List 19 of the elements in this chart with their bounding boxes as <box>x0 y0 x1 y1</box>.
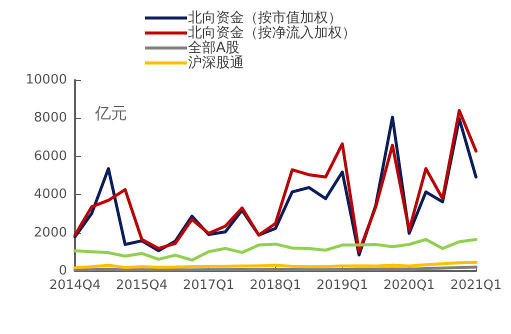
y-tick-label: 6000 <box>34 148 67 164</box>
x-tick-label: 2018Q1 <box>250 278 302 293</box>
y-tick-label: 0 <box>58 264 67 278</box>
legend-label: 沪深股通 <box>188 55 244 71</box>
x-tick-label: 2019Q1 <box>316 278 368 293</box>
x-tick-label: 2015Q4 <box>116 278 168 293</box>
y-tick-label: 8000 <box>34 110 67 126</box>
x-tick-label: 2020Q1 <box>383 278 435 293</box>
y-axis-title: 亿元 <box>94 104 127 122</box>
legend-label: 北向资金（按市值加权） <box>188 10 342 26</box>
y-tick-label: 10000 <box>26 72 67 88</box>
legend-label: 全部A股 <box>188 40 240 56</box>
x-tick-label: 2021Q1 <box>450 278 502 293</box>
y-tick-label: 4000 <box>34 187 67 202</box>
legend-label: 北向资金（按净流入加权） <box>188 25 356 41</box>
line-series <box>74 238 478 262</box>
y-tick-label: 2000 <box>34 225 67 240</box>
x-tick-label: 2017Q1 <box>182 278 234 293</box>
x-tick-label: 2014Q4 <box>49 278 101 293</box>
